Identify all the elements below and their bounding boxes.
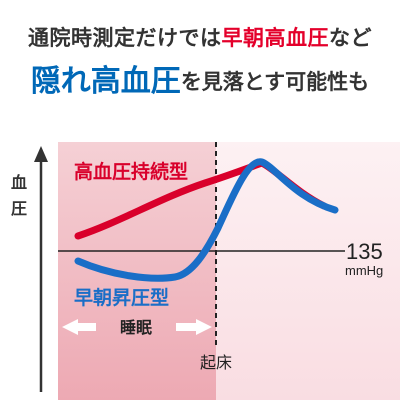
threshold-unit: mmHg: [345, 263, 383, 278]
sleep-arrow-right-icon: [176, 319, 212, 335]
headline-line-1-prefix: 通院時測定だけでは: [28, 26, 222, 50]
y-axis-label: 血 圧: [7, 170, 31, 222]
day-zone: [216, 142, 400, 400]
morning-surge-curve: [74, 158, 339, 282]
threshold-value: 135: [346, 239, 383, 264]
headline-line-1-suffix: など: [329, 26, 372, 50]
sleep-arrow-left-icon: [62, 319, 96, 335]
headline-line-2-accent: 隠れ高血圧: [30, 64, 181, 99]
headline-line-1: 通院時測定だけでは早朝高血圧など: [0, 22, 400, 52]
headline-line-2-suffix: を見落とす可能性も: [180, 70, 370, 94]
sleep-label: 睡眠: [120, 318, 152, 337]
y-axis-arrowhead: [34, 146, 48, 162]
series-label-morning-surge: 早朝昇圧型: [74, 286, 169, 309]
y-axis-label-char-2: 圧: [10, 199, 27, 218]
series-label-sustained: 高血圧持続型: [74, 160, 188, 183]
wake-label: 起床: [200, 353, 232, 372]
headline-line-2: 隠れ高血圧を見落とす可能性も: [0, 56, 400, 100]
y-axis-label-char-1: 血: [10, 173, 27, 192]
headline-line-1-accent: 早朝高血圧: [221, 26, 329, 50]
